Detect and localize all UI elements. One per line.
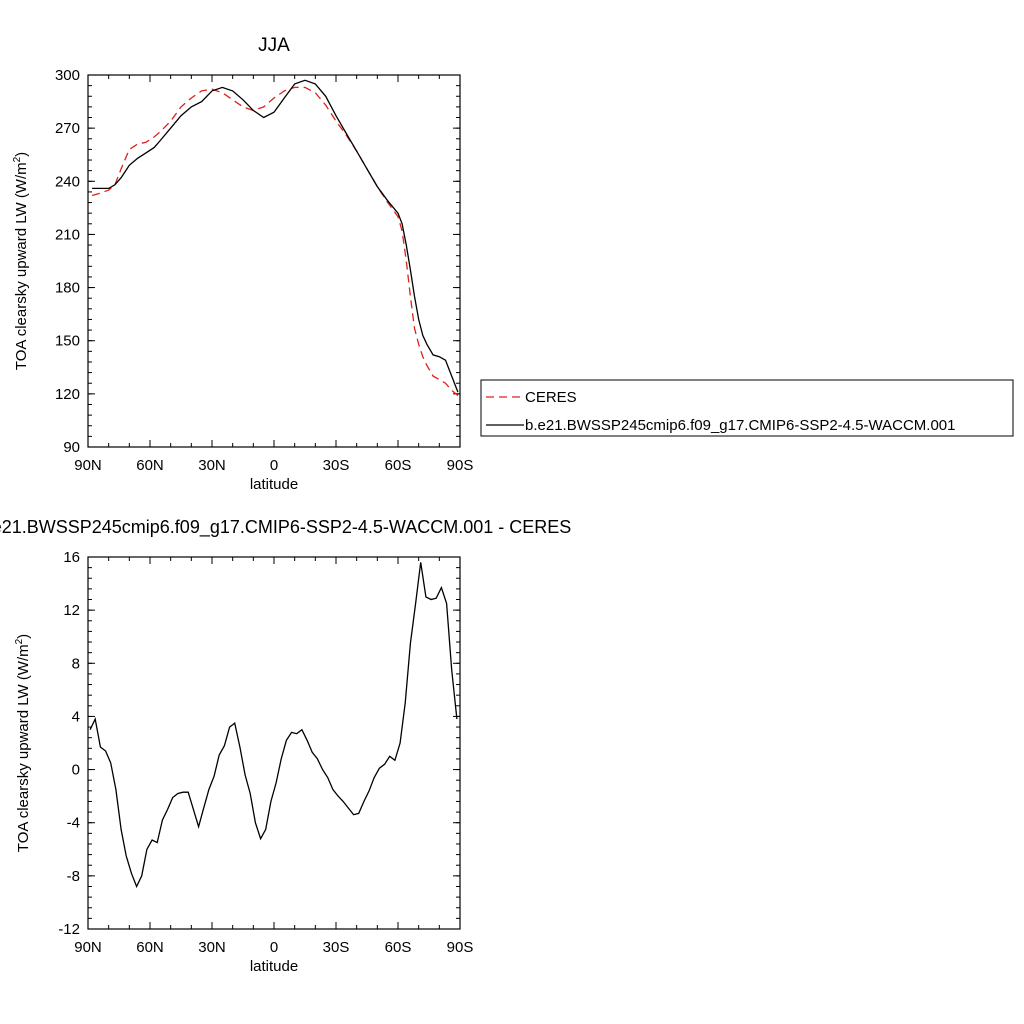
x-tick-label: 60N (136, 457, 164, 474)
x-axis-label: latitude (250, 476, 298, 493)
y-tick-label: 300 (55, 67, 80, 84)
y-tick-label: 240 (55, 173, 80, 190)
y-tick-label: 120 (55, 386, 80, 403)
y-tick-label: 210 (55, 226, 80, 243)
plot-frame (87, 74, 461, 448)
x-tick-label: 60N (136, 939, 164, 956)
y-axis-label: TOA clearsky upward LW (W/m2) (14, 634, 32, 852)
x-tick-label: 0 (270, 939, 278, 956)
y-tick-label: -4 (67, 815, 80, 832)
x-tick-label: 30N (198, 939, 226, 956)
legend-box (480, 379, 1014, 437)
x-tick-label: 60S (385, 939, 412, 956)
y-tick-label: 150 (55, 333, 80, 350)
chart-title: JJA (258, 35, 290, 56)
legend: CERES b.e21.BWSSP245cmip6.f09_g17.CMIP6-S… (480, 379, 1014, 437)
y-tick-label: 180 (55, 280, 80, 297)
y-axis-label: TOA clearsky upward LW (W/m2) (12, 152, 30, 370)
chart-title: b.e21.BWSSP245cmip6.f09_g17.CMIP6-SSP2-4… (0, 517, 571, 538)
y-tick-label: -8 (67, 868, 80, 885)
y-tick-label: 8 (72, 655, 80, 672)
x-tick-label: 30S (323, 457, 350, 474)
series-line-1 (92, 79, 459, 393)
x-tick-label: 30S (323, 939, 350, 956)
chart-bottom: b.e21.BWSSP245cmip6.f09_g17.CMIP6-SSP2-4… (0, 517, 571, 975)
series-line-0 (91, 86, 459, 397)
legend-label-0: CERES (525, 389, 577, 406)
legend-label-1: b.e21.BWSSP245cmip6.f09_g17.CMIP6-SSP2-4… (525, 417, 955, 434)
y-tick-label: 90 (63, 439, 80, 456)
x-tick-label: 0 (270, 457, 278, 474)
x-axis-label: latitude (250, 958, 298, 975)
series-line-0 (89, 562, 458, 889)
x-tick-label: 60S (385, 457, 412, 474)
y-tick-label: 12 (63, 602, 80, 619)
x-tick-label: 90S (447, 939, 474, 956)
y-tick-label: 4 (72, 708, 80, 725)
y-tick-label: -12 (58, 921, 80, 938)
x-tick-label: 30N (198, 457, 226, 474)
chart-top: JJA 90N 60N 30N 0 30S 60S 90S 90 120 150 180 210 240 2… (12, 35, 1014, 493)
y-tick-label: 16 (63, 549, 80, 566)
x-tick-label: 90S (447, 457, 474, 474)
y-tick-label: 270 (55, 120, 80, 137)
plot-frame (87, 556, 461, 930)
y-tick-label: 0 (72, 762, 80, 779)
x-tick-label: 90N (74, 939, 102, 956)
x-tick-label: 90N (74, 457, 102, 474)
